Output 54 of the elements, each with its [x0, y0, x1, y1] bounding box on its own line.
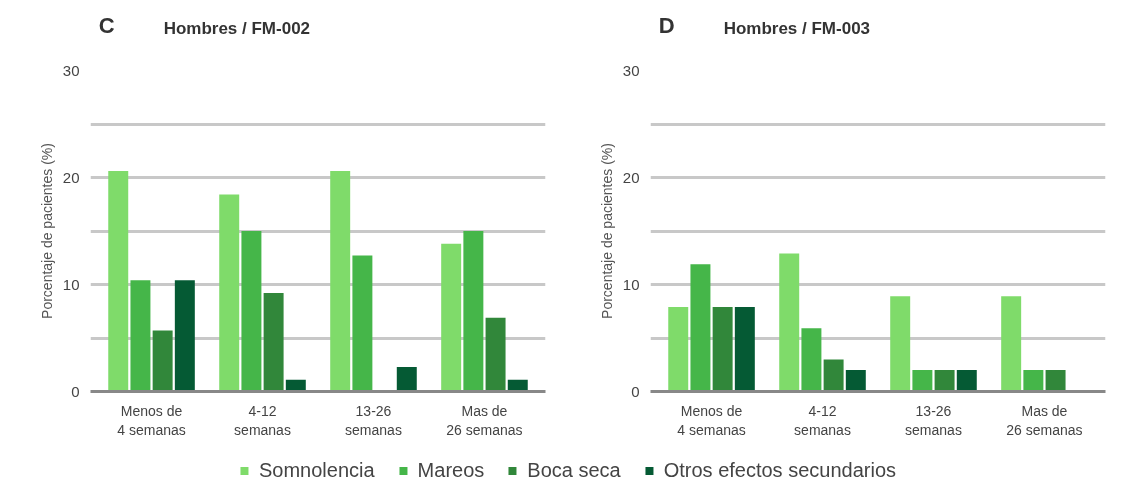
x-tick-label: Menos de 4 semanas: [677, 402, 746, 438]
bar: [396, 366, 417, 392]
chart-title: Hombres / FM-002: [163, 18, 311, 38]
bar: [130, 280, 151, 392]
bar: [152, 330, 173, 392]
bar: [801, 328, 822, 392]
bar: [912, 370, 933, 392]
bar: [1001, 296, 1022, 392]
x-tick-label: 4-12 semanas: [234, 402, 291, 438]
bar: [241, 231, 262, 392]
bar: [219, 194, 240, 392]
bar: [1023, 370, 1044, 392]
y-tick-label: 30: [62, 61, 80, 79]
legend-label: Otros efectos secundarios: [663, 458, 897, 482]
bar: [956, 370, 977, 392]
y-tick-label: 0: [71, 382, 80, 400]
bar: [823, 359, 844, 392]
y-tick-label: 30: [622, 61, 640, 79]
bar: [174, 280, 195, 392]
y-tick-label: 10: [62, 275, 80, 293]
bar: [441, 243, 462, 392]
bar: [263, 293, 284, 392]
y-axis-title: Porcentaje de pacientes (%): [598, 143, 615, 319]
chart-title: Hombres / FM-003: [723, 18, 871, 38]
legend-label: Mareos: [417, 458, 485, 482]
bar: [1045, 370, 1066, 392]
x-tick-label: Mas de 26 semanas: [446, 402, 523, 438]
bar: [330, 171, 351, 392]
bar: [668, 306, 689, 392]
text: D: [658, 12, 675, 38]
y-tick-label: 0: [631, 382, 640, 400]
bar: [734, 306, 755, 392]
y-tick-label: 10: [622, 275, 640, 293]
x-tick-label: 4-12 semanas: [794, 402, 851, 438]
x-tick-label: 13-26 semanas: [345, 402, 402, 438]
y-tick-label: 20: [62, 168, 80, 186]
bar: [463, 231, 484, 392]
x-tick-label: 13-26 semanas: [905, 402, 962, 438]
y-axis-title: Porcentaje de pacientes (%): [38, 143, 55, 319]
bar: [845, 370, 866, 392]
bar: [690, 264, 711, 392]
x-tick-label: Mas de 26 semanas: [1006, 402, 1083, 438]
bar: [712, 306, 733, 392]
bar: [108, 171, 129, 392]
bar: [485, 317, 506, 392]
x-tick-label: Menos de 4 semanas: [117, 402, 186, 438]
text: C: [98, 12, 115, 38]
bar: [779, 253, 800, 392]
y-tick-label: 20: [622, 168, 640, 186]
legend-label: Somnolencia: [258, 458, 375, 482]
bar: [934, 370, 955, 392]
bar: [890, 296, 911, 392]
bar: [352, 255, 373, 392]
legend-label: Boca seca: [527, 458, 621, 482]
